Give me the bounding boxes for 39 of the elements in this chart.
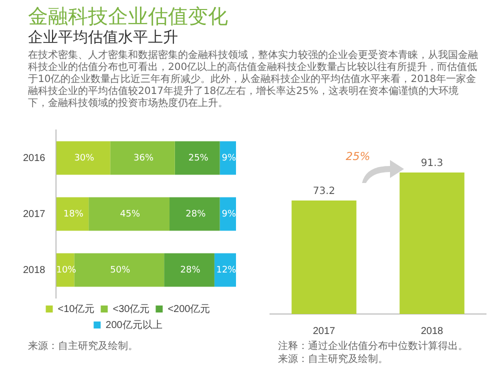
source-note: 来源：自主研究及绘制。 — [28, 340, 138, 353]
data-label: 45% — [120, 209, 140, 220]
data-label: 10% — [56, 265, 77, 276]
data-label: 36% — [134, 153, 154, 164]
bar — [110, 141, 175, 175]
legend-label: <10亿元 — [58, 304, 95, 315]
text: 注释：通过企业估值分布中位数计算得出。 — [278, 340, 468, 353]
text: 25% — [346, 150, 370, 163]
data-label: 50% — [110, 265, 131, 276]
data-label: 18% — [63, 209, 84, 220]
y-tick-label: 2016 — [22, 152, 46, 164]
bar — [88, 197, 170, 231]
data-label: 28% — [180, 265, 201, 276]
chart-subtitle: 企业平均估值水平上升 — [28, 28, 179, 47]
data-label: 9% — [222, 209, 236, 220]
data-label: 30% — [74, 153, 95, 164]
bar — [56, 197, 89, 231]
bar — [164, 253, 214, 287]
y-tick-label: 2018 — [22, 264, 46, 276]
bar — [174, 141, 220, 175]
data-label: 12% — [216, 265, 237, 276]
bar — [74, 253, 164, 287]
data-label: 73.2 — [312, 186, 336, 198]
data-label: 25% — [188, 153, 209, 164]
legend-label: <30亿元 — [112, 304, 150, 315]
bar — [220, 141, 236, 175]
y-tick-label: 2017 — [22, 208, 46, 220]
legend-label: 200亿元以上 — [106, 318, 162, 331]
legend-label: <200亿元 — [168, 304, 210, 315]
chart-title: 金融科技企业估值变化 — [28, 4, 229, 28]
data-label: 91.3 — [420, 158, 444, 170]
bar — [214, 253, 236, 287]
data-label: 28% — [186, 209, 206, 220]
bar — [56, 141, 110, 175]
data-label: 9% — [222, 153, 236, 164]
bar — [169, 197, 220, 231]
bar — [220, 197, 236, 231]
text: 在技术密集、人才密集和数据密集的金融科技领域，整体实力较强的企业会更受资本青睐，从我国金融科技企业的估值分布也可看出，200亿以上的高估值金融科技企业数量占比较以往有所提升，而估值低于10亿的企业数量占比近三年有所减少。此外，从金融科技企业的平均估值水平来看，2018年一家金融科技企业的平均估值较2017年提升了18亿左右，增长率达25%，这表明在资本偏谨慎的大环境下，金融科技领域的投资市场热度仍在上升。 — [28, 50, 478, 110]
source-note: 来源：自主研究及绘制。 — [278, 353, 389, 366]
